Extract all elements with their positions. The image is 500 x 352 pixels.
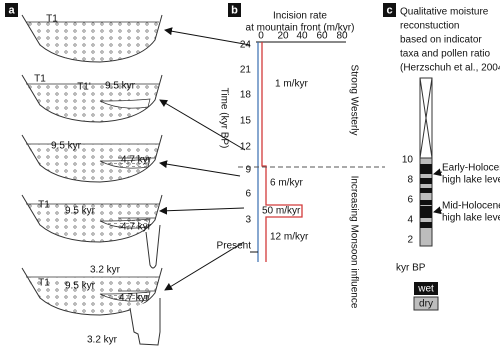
section-label: 4.7 kyr	[119, 293, 150, 304]
y-tick-label: 6	[245, 189, 251, 200]
panel-label: b	[231, 4, 238, 16]
wet-band	[420, 200, 432, 205]
valley-fill	[26, 22, 159, 62]
section-label: 9.5 kyr	[105, 81, 136, 92]
legend-wet	[414, 282, 438, 295]
x-tick-label: 80	[336, 31, 348, 42]
panel-title: based on indicator	[400, 35, 482, 46]
axis-label: kyr BP	[396, 263, 426, 274]
panel-label: a	[8, 4, 15, 16]
c-tick-label: 10	[402, 155, 414, 166]
legend-dry	[413, 296, 439, 311]
wet-band	[420, 178, 432, 184]
legend-label: dry	[419, 299, 433, 310]
section-label: 9.5 kyr	[65, 281, 96, 292]
section-label: 3.2 kyr	[90, 265, 121, 276]
y-axis-title: Time (kyr BP)	[218, 88, 229, 149]
valley-outline	[21, 194, 163, 243]
phase-label: Increasing Monsoon influence	[348, 176, 359, 309]
panel-c: c Qualitative moisture reconstuction based …	[383, 3, 500, 311]
panel-title: reconstuction	[400, 21, 459, 32]
section-label: 4.7 kyr	[121, 155, 152, 166]
arrow	[164, 241, 245, 291]
valley-fill	[26, 144, 159, 182]
rate-label: 50 m/kyr	[262, 206, 301, 217]
core-hatch	[419, 77, 433, 159]
legend-label: wet	[417, 284, 434, 295]
panel-label-box	[5, 3, 18, 17]
section-label: 4.7 kyr	[121, 222, 152, 233]
gorge	[145, 224, 161, 269]
gorge	[129, 298, 161, 346]
annotation: high lake level	[442, 175, 500, 186]
panel-label: c	[386, 4, 392, 16]
section-label: 3.2 kyr	[87, 335, 118, 346]
y-tick-label: Present	[217, 241, 252, 252]
y-tick-label: 18	[240, 90, 252, 101]
panel-a: a T1 T1 T1' 9.5 kyr 9.5 kyr 4.7 kyr T1 9.5 kyr 4.…	[5, 3, 163, 346]
rate-label: 6 m/kyr	[270, 178, 303, 189]
annotation: Early-Holocene	[442, 163, 500, 174]
x-tick-label: 40	[296, 31, 308, 42]
y-tick-label: 24	[240, 40, 252, 51]
y-tick-label: 15	[240, 116, 252, 127]
arrow	[159, 160, 241, 177]
inner-fill	[99, 98, 151, 109]
valley-fill	[26, 84, 159, 122]
valley-outline	[21, 14, 163, 63]
section-label: 9.5 kyr	[65, 206, 96, 217]
annotation-arrow	[433, 206, 443, 215]
inner-fill	[99, 158, 151, 169]
valley-outline	[21, 74, 163, 123]
y-tick-label: 21	[240, 65, 252, 76]
x-tick-label: 60	[316, 31, 328, 42]
x-tick-label: 20	[277, 31, 289, 42]
arrow	[164, 27, 251, 46]
panel-label-box	[383, 3, 396, 17]
phase-label: Strong Westerly	[348, 65, 359, 136]
annotation: high lake level	[442, 213, 500, 224]
wet-band	[420, 222, 432, 228]
wet-band	[420, 164, 432, 174]
panel-title: Qualitative moisture	[400, 7, 489, 18]
section-label: T1	[34, 74, 46, 85]
c-tick-label: 8	[407, 175, 413, 186]
x-tick-label: 0	[258, 31, 264, 42]
c-tick-label: 2	[407, 235, 413, 246]
valley-outline	[21, 134, 163, 183]
valley-fill	[26, 277, 159, 315]
section-label: T1'	[77, 82, 91, 93]
panel-title: taxa and pollen ratio	[400, 49, 491, 60]
annotation: Mid-Holocene	[442, 201, 500, 212]
annotation-arrow	[433, 168, 443, 177]
wet-band	[420, 188, 432, 193]
inner-fill	[99, 291, 151, 302]
y-tick-label: 12	[240, 142, 252, 153]
inner-fill	[99, 218, 151, 229]
panel-label-box	[228, 3, 241, 17]
y-tick-label: 9	[245, 165, 251, 176]
incision-line	[261, 42, 303, 262]
wet-band	[420, 206, 432, 218]
panel-title: (Herzschuh et al., 2004)	[400, 63, 500, 74]
section-label: T1	[38, 200, 50, 211]
axis-title: at mountain front (m/kyr)	[246, 23, 355, 34]
c-tick-label: 4	[407, 215, 413, 226]
c-tick-label: 6	[407, 195, 413, 206]
section-label: T1	[46, 14, 58, 25]
arrow	[159, 99, 246, 151]
arrow	[159, 206, 245, 215]
section-label: 9.5 kyr	[51, 141, 82, 152]
valley-outline	[21, 267, 163, 316]
y-tick-label: 3	[245, 215, 251, 226]
section-label: T1	[38, 278, 50, 289]
valley-fill	[26, 204, 159, 242]
axis-title: Incision rate	[273, 11, 327, 22]
rate-label: 12 m/kyr	[270, 232, 309, 243]
rate-label: 1 m/kyr	[275, 79, 308, 90]
